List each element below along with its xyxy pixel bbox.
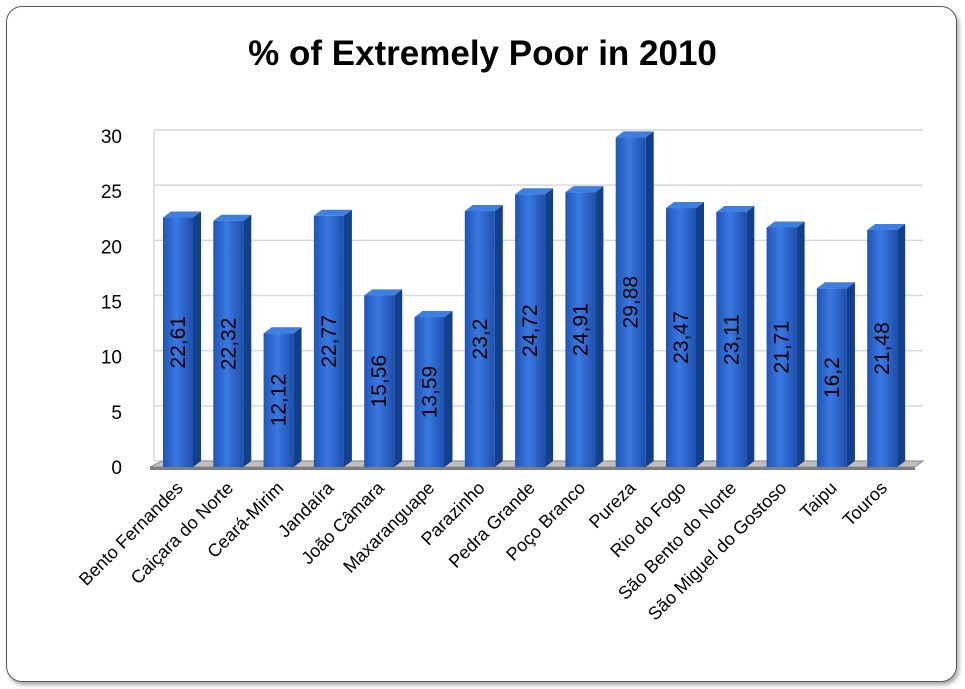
floor-edge xyxy=(150,467,915,470)
bar: 23,47 xyxy=(666,202,704,467)
bar-side xyxy=(595,186,604,467)
bar-side xyxy=(343,209,352,467)
bar: 16,2 xyxy=(816,282,855,467)
data-label: 22,32 xyxy=(217,318,240,371)
data-label: 22,77 xyxy=(318,315,341,368)
bar-top xyxy=(313,209,352,216)
bar-top xyxy=(615,131,654,138)
bar-front xyxy=(615,137,646,467)
bar-top xyxy=(163,211,201,218)
bar-side xyxy=(897,224,906,467)
y-tick-label: 20 xyxy=(101,237,122,258)
bar-top xyxy=(816,282,855,289)
bar-front xyxy=(666,208,696,467)
category-label: Touros xyxy=(839,478,891,530)
bar-front xyxy=(565,192,596,467)
chart-title: % of Extremely Poor in 2010 xyxy=(248,34,717,73)
bar-front xyxy=(213,220,244,467)
bar: 12,12 xyxy=(263,327,302,467)
bar-front xyxy=(414,317,445,467)
bar-side xyxy=(846,282,855,467)
bar-front xyxy=(515,194,546,468)
data-label: 21,71 xyxy=(771,321,794,374)
bar-front xyxy=(716,212,747,467)
bars: 22,61 22,32 12,12 22,77 15,56 13,59 23,2 24,72 2… xyxy=(163,131,906,468)
bar: 24,91 xyxy=(565,186,604,467)
bar-side xyxy=(193,211,201,467)
bar-top xyxy=(565,186,604,193)
bar-top xyxy=(414,311,453,318)
bar-front xyxy=(816,288,847,467)
y-tick-label: 25 xyxy=(101,182,122,203)
data-label: 13,59 xyxy=(419,366,442,419)
bar: 29,88 xyxy=(615,131,654,467)
data-label: 29,88 xyxy=(620,276,643,329)
bar-top xyxy=(364,289,403,296)
y-tick-label: 15 xyxy=(101,293,122,314)
bar-top xyxy=(666,202,704,209)
bar-top xyxy=(716,206,755,213)
bar-front xyxy=(364,295,395,467)
bar-front xyxy=(163,217,193,467)
category-label: Maxaranguape xyxy=(339,478,438,577)
data-label: 15,56 xyxy=(368,355,391,408)
bar: 13,59 xyxy=(414,311,453,467)
bar-side xyxy=(394,289,403,467)
bar-side xyxy=(696,202,704,467)
bar-front xyxy=(464,211,495,467)
data-label: 22,61 xyxy=(167,316,190,369)
data-label: 24,91 xyxy=(569,303,592,356)
data-label: 16,2 xyxy=(821,357,844,398)
bar: 15,56 xyxy=(364,289,403,467)
bar: 22,61 xyxy=(163,211,201,467)
bar-side xyxy=(746,206,755,468)
bar-side xyxy=(494,205,503,467)
data-label: 21,48 xyxy=(871,322,894,375)
y-tick-label: 10 xyxy=(101,348,122,369)
bar-top xyxy=(766,221,805,228)
bar-front xyxy=(867,230,898,467)
data-label: 23,2 xyxy=(469,319,492,360)
bar: 23,2 xyxy=(464,205,503,467)
bar-top xyxy=(515,188,554,195)
y-tick-label: 5 xyxy=(111,403,122,424)
data-label: 12,12 xyxy=(268,374,291,427)
bar: 21,48 xyxy=(867,224,906,467)
bar-top xyxy=(867,224,906,231)
bar-side xyxy=(243,214,252,467)
data-label: 23,47 xyxy=(670,311,693,364)
y-tick-label: 0 xyxy=(111,458,122,479)
bar-side xyxy=(293,327,302,467)
y-tick-label: 30 xyxy=(101,127,122,148)
bar: 23,11 xyxy=(716,206,755,468)
bar: 22,77 xyxy=(313,209,352,467)
bar: 21,71 xyxy=(766,221,805,467)
bar-top xyxy=(464,205,503,212)
bar-side xyxy=(545,188,554,468)
bar-front xyxy=(313,215,344,467)
bar-side xyxy=(444,311,453,467)
data-label: 23,11 xyxy=(720,314,743,365)
category-label: Pedra Grande xyxy=(445,478,539,572)
bar-side xyxy=(796,221,805,467)
category-label: Taipu xyxy=(796,478,841,523)
bar-front xyxy=(263,333,294,467)
bar: 24,72 xyxy=(515,188,554,468)
data-label: 24,72 xyxy=(519,304,542,357)
bar-top xyxy=(263,327,302,334)
bar-side xyxy=(645,131,654,467)
bar-front xyxy=(766,227,797,467)
bar-top xyxy=(213,214,252,221)
y-axis: 0 5 10 15 20 25 30 xyxy=(101,127,122,479)
bar: 22,32 xyxy=(213,214,252,467)
